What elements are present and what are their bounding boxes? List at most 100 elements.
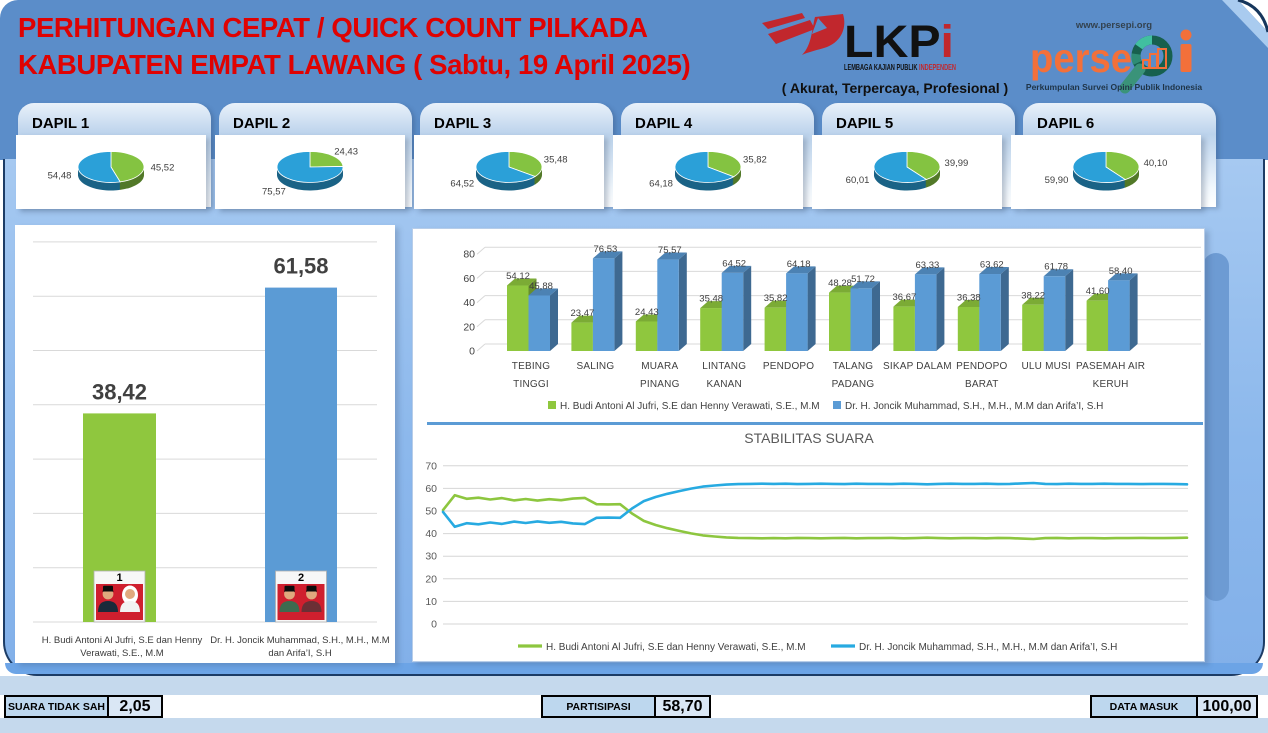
x-axis-label: PADANG <box>832 379 875 390</box>
pie-green-value: 24,43 <box>334 147 358 158</box>
y-axis-label: 40 <box>463 297 475 309</box>
corner-fold-decoration <box>1222 0 1268 48</box>
legend-label-blue: Dr. H. Joncik Muhammad, S.H., M.H., M.M … <box>859 642 1117 653</box>
partisipasi-label: PARTISIPASI <box>541 695 656 718</box>
persepi-wordmark-right <box>1180 29 1192 72</box>
kecamatan-bar-group <box>957 267 1009 351</box>
candidate-bar-value: 61,58 <box>273 254 328 279</box>
partisipasi-box: PARTISIPASI 58,70 <box>541 695 711 718</box>
dapil-card-title: DAPIL 6 <box>1037 115 1095 132</box>
kecamatan-bar-group <box>1086 273 1138 351</box>
bar-value-green: 48,28 <box>828 278 852 289</box>
persepi-url: www.persepi.org <box>1075 20 1152 31</box>
kecamatan-bar-group <box>635 252 687 351</box>
x-axis-label: PENDOPO <box>956 361 1007 372</box>
kecamatan-bar-group <box>1022 269 1074 351</box>
axis-tick <box>476 319 486 328</box>
dapil-pie-panel: 75,57 24,43 <box>215 135 405 209</box>
trend-line <box>441 493 1189 541</box>
persepi-magnifier-icon <box>1119 35 1173 94</box>
x-axis-label: TINGGI <box>513 379 549 390</box>
dapil-pie-chart: 60,01 39,99 <box>846 151 968 191</box>
dapil-pie-chart: 75,57 24,43 <box>262 147 358 198</box>
legend-swatch-blue <box>833 401 841 409</box>
data-masuk-label: DATA MASUK <box>1090 695 1198 718</box>
y-axis-label: 60 <box>425 483 437 495</box>
detail-charts-card: 0 20 40 60 80 54,12 45,88 TEBING TINGGI 23,47 76,5… <box>412 228 1205 662</box>
dapil-pie-chart: 64,18 35,82 <box>649 151 767 191</box>
y-axis-label: 20 <box>425 573 437 585</box>
kecamatan-bar-group <box>507 278 558 351</box>
axis-tick <box>476 295 486 303</box>
dapil-card-title: DAPIL 4 <box>635 115 693 132</box>
pie-green-value: 45,52 <box>151 163 175 174</box>
x-axis-label: TEBING <box>512 361 550 372</box>
kecamatan-bar-group <box>571 251 623 351</box>
y-axis-label: 0 <box>431 619 437 631</box>
data-masuk-value: 100,00 <box>1198 695 1258 718</box>
bar-value-green: 35,48 <box>699 294 723 305</box>
partisipasi-value: 58,70 <box>656 695 711 718</box>
pie-blue-value: 60,01 <box>846 175 870 186</box>
x-axis-label: PENDOPO <box>763 361 814 372</box>
dapil-pie-chart: 64,52 35,48 <box>450 151 568 191</box>
y-axis-label: 30 <box>425 551 437 563</box>
x-axis-label: KANAN <box>706 379 741 390</box>
y-axis-label: 20 <box>463 321 475 333</box>
bar-value-green: 36,67 <box>893 292 917 303</box>
legend-label-green: H. Budi Antoni Al Jufri, S.E dan Henny V… <box>560 401 820 412</box>
candidate-bar <box>265 287 337 622</box>
pie-blue-value: 64,18 <box>649 178 673 189</box>
bar-value-blue: 58,40 <box>1109 266 1133 277</box>
bar-value-blue: 63,62 <box>980 260 1004 271</box>
pie-blue-value: 54,48 <box>48 170 72 181</box>
dapil-pie-panel: 60,01 39,99 <box>812 135 1002 209</box>
bar-value-blue: 51,72 <box>851 274 875 285</box>
page-title: PERHITUNGAN CEPAT / QUICK COUNT PILKADA … <box>18 9 691 83</box>
y-axis-label: 40 <box>425 528 437 540</box>
bar-value-blue: 45,88 <box>529 281 553 292</box>
bar-value-green: 38,22 <box>1021 290 1045 301</box>
x-axis-label: ULU MUSI <box>1022 361 1071 372</box>
panel-bottom-strip <box>5 663 1263 674</box>
bar-value-blue: 76,53 <box>594 244 618 255</box>
x-axis-label: KERUH <box>1093 379 1129 390</box>
dapil-pie-panel: 59,90 40,10 <box>1011 135 1201 209</box>
bar-value-blue: 64,52 <box>722 258 746 269</box>
dapil-card-title: DAPIL 3 <box>434 115 492 132</box>
persepi-logo: www.persepi.org perse Perkumpulan Survei… <box>1026 20 1202 94</box>
candidate-2-name: Dr. H. Joncik Muhammad, S.H., M.H., M.M … <box>210 635 390 659</box>
right-side-decoration <box>1203 253 1229 601</box>
y-axis-label: 70 <box>425 460 437 472</box>
bar-value-green: 35,82 <box>764 293 788 304</box>
bar-value-green: 23,47 <box>571 308 595 319</box>
dapil-card-title: DAPIL 1 <box>32 115 90 132</box>
y-axis-label: 60 <box>463 273 475 285</box>
legend-swatch-green <box>548 401 556 409</box>
dapil-pie-panel: 54,48 45,52 <box>16 135 206 209</box>
pie-blue-value: 75,57 <box>262 186 286 197</box>
x-axis-label: BARAT <box>965 379 999 390</box>
x-axis-label: PINANG <box>640 379 680 390</box>
axis-tick <box>476 271 486 279</box>
kecamatan-bar-group <box>893 267 945 351</box>
lkpi-tagline: ( Akurat, Terpercaya, Profesional ) <box>781 80 1009 96</box>
kecamatan-bar-group <box>700 265 752 351</box>
candidate-photo: 2 <box>275 570 327 623</box>
pie-green-value: 35,82 <box>743 155 767 166</box>
lkpi-subtitle: LEMBAGA KAJIAN PUBLIK INDEPENDEN <box>844 63 956 72</box>
persepi-wordmark-left: perse <box>1030 35 1132 81</box>
x-axis-label: SALING <box>576 361 614 372</box>
x-axis-label: LINTANG <box>702 361 746 372</box>
bar-value-green: 24,43 <box>635 307 659 318</box>
persepi-subtitle: Perkumpulan Survei Opini Publik Indonesi… <box>1026 82 1202 92</box>
kecamatan-bar-group <box>829 281 880 351</box>
bar-value-blue: 61,78 <box>1044 262 1068 273</box>
candidate-1-name: H. Budi Antoni Al Jufri, S.E dan Henny V… <box>41 635 203 659</box>
dapil-pie-chart: 59,90 40,10 <box>1045 151 1167 191</box>
axis-tick <box>476 343 486 352</box>
svg-text:1: 1 <box>116 572 122 584</box>
